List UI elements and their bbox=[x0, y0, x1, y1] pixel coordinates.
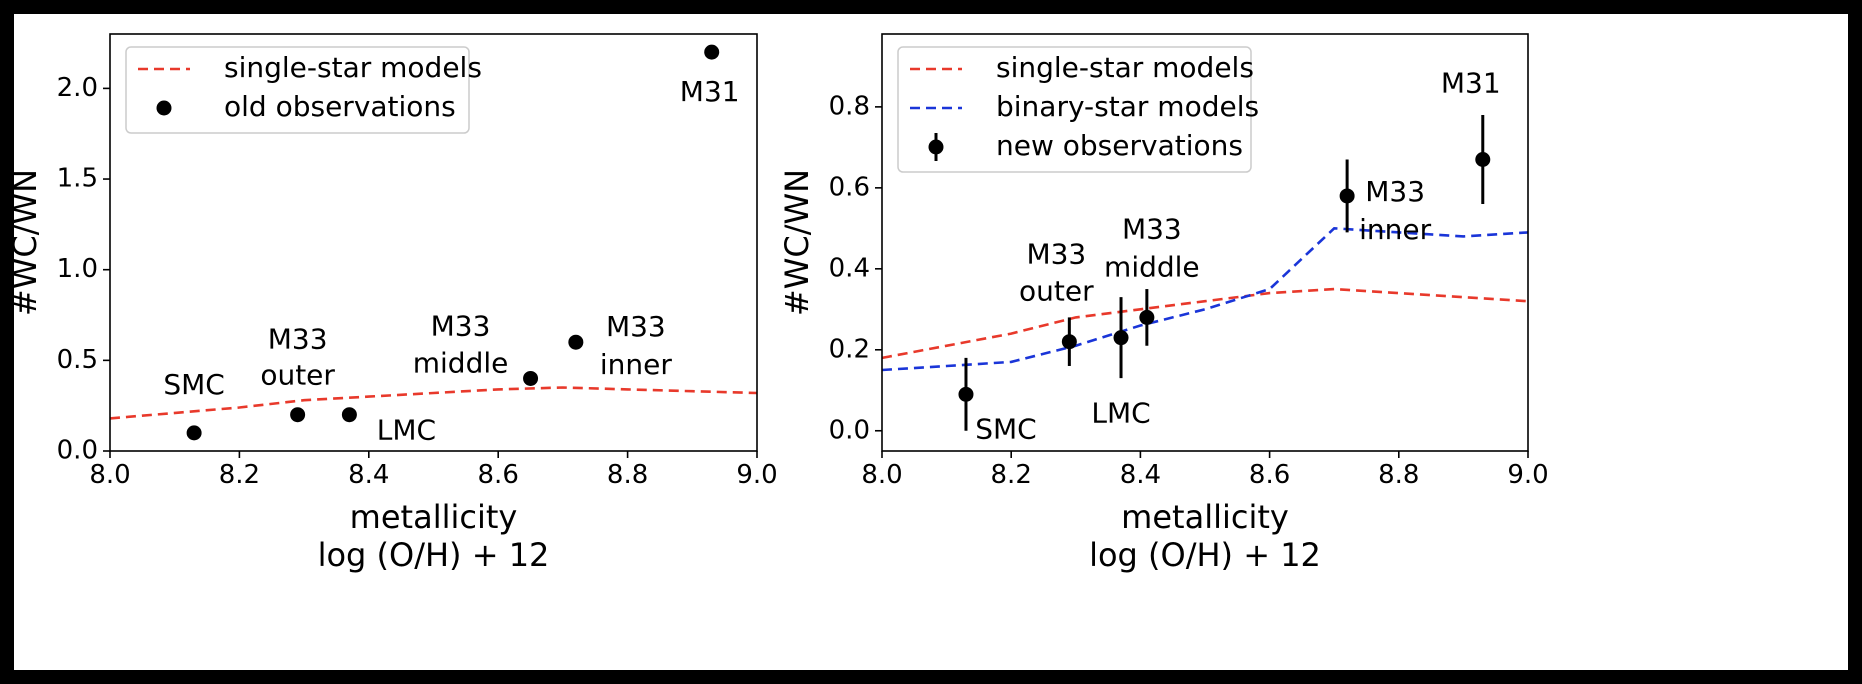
y-tick-label: 0.6 bbox=[829, 172, 870, 202]
x-tick-label: 8.4 bbox=[348, 460, 389, 490]
point-label: M33 bbox=[1026, 238, 1086, 271]
x-axis-label: metallicity bbox=[350, 498, 518, 536]
point-label: middle bbox=[1104, 250, 1200, 283]
data-point bbox=[1061, 334, 1077, 350]
legend-label: old observations bbox=[224, 90, 456, 123]
legend: single-star models binary-star models new … bbox=[897, 46, 1259, 173]
data-point bbox=[704, 44, 720, 60]
point-label: M31 bbox=[680, 75, 740, 108]
data-point bbox=[290, 407, 306, 423]
point-label: SMC bbox=[975, 412, 1036, 445]
point-label: SMC bbox=[163, 368, 224, 401]
y-tick-label: 0.8 bbox=[829, 91, 870, 121]
data-point bbox=[523, 370, 539, 386]
legend-box bbox=[897, 46, 1252, 173]
point-label: inner bbox=[600, 348, 672, 381]
y-tick-label: 2.0 bbox=[57, 73, 98, 103]
x-tick-label: 8.2 bbox=[219, 460, 260, 490]
y-tick-label: 0.4 bbox=[829, 253, 870, 283]
x-tick-label: 8.4 bbox=[1120, 460, 1161, 490]
legend-label: single-star models bbox=[224, 51, 482, 84]
data-point bbox=[1339, 188, 1355, 204]
y-tick-label: 1.5 bbox=[57, 164, 98, 194]
x-tick-label: 8.0 bbox=[861, 460, 902, 490]
point-label: LMC bbox=[1091, 397, 1150, 430]
axes-frame bbox=[881, 33, 1529, 452]
data-point bbox=[1113, 330, 1129, 346]
x-tick-label: 9.0 bbox=[736, 460, 777, 490]
point-label: M33 bbox=[268, 323, 328, 356]
x-tick-label: 8.6 bbox=[478, 460, 519, 490]
y-tick-label: 0.0 bbox=[829, 415, 870, 445]
legend-marker-swatch bbox=[156, 100, 172, 116]
x-axis-label: log (O/H) + 12 bbox=[1089, 536, 1321, 574]
point-label: M31 bbox=[1441, 67, 1501, 100]
point-label: LMC bbox=[377, 414, 436, 447]
point-label: M33 bbox=[1122, 212, 1182, 245]
data-point bbox=[1139, 309, 1155, 325]
point-label: outer bbox=[260, 359, 335, 392]
legend-label: binary-star models bbox=[996, 90, 1259, 123]
data-point bbox=[568, 334, 584, 350]
series-line-1 bbox=[881, 287, 1529, 360]
x-tick-label: 8.8 bbox=[607, 460, 648, 490]
y-axis-label: #WC/WN bbox=[778, 169, 816, 316]
x-axis-label: metallicity bbox=[1121, 498, 1289, 536]
point-label: M33 bbox=[1365, 175, 1425, 208]
x-tick-label: 9.0 bbox=[1507, 460, 1548, 490]
point-label: M33 bbox=[431, 309, 491, 342]
legend-marker-swatch bbox=[928, 139, 944, 155]
figure: SMC M33 outer LMC M33 middle M33 inner M31 8.0 8.2… bbox=[14, 14, 1848, 670]
x-axis-label: log (O/H) + 12 bbox=[318, 536, 550, 574]
x-tick-label: 8.0 bbox=[89, 460, 130, 490]
point-label: inner bbox=[1359, 213, 1431, 246]
y-axis-label: #WC/WN bbox=[14, 169, 44, 316]
data-point bbox=[958, 386, 974, 402]
y-tick-label: 0.5 bbox=[57, 345, 98, 375]
legend-box bbox=[125, 46, 470, 134]
x-tick-label: 8.6 bbox=[1249, 460, 1290, 490]
point-label: M33 bbox=[606, 310, 666, 343]
chart-panel-2: SMC M33 outer LMC M33 middle M33 inner M31 8.0 8.2… bbox=[778, 33, 1549, 574]
point-label: outer bbox=[1019, 275, 1094, 308]
legend: single-star models old observations bbox=[125, 46, 482, 134]
data-point bbox=[1475, 152, 1491, 168]
data-point bbox=[186, 425, 202, 441]
y-tick-label: 0.2 bbox=[829, 334, 870, 364]
x-tick-label: 8.2 bbox=[991, 460, 1032, 490]
legend-label: single-star models bbox=[996, 51, 1254, 84]
series-line-2 bbox=[881, 226, 1529, 372]
data-point bbox=[341, 407, 357, 423]
series-line-1 bbox=[109, 386, 758, 420]
x-tick-label: 8.8 bbox=[1378, 460, 1419, 490]
point-label: middle bbox=[413, 346, 509, 379]
axes-frame bbox=[109, 33, 758, 452]
y-tick-label: 1.0 bbox=[57, 254, 98, 284]
y-tick-label: 0.0 bbox=[57, 436, 98, 466]
legend-label: new observations bbox=[996, 129, 1243, 162]
